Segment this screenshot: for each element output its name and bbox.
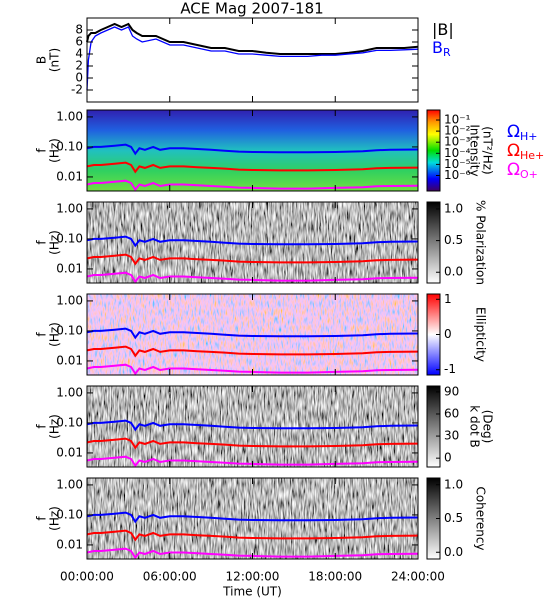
y-tick-label: 0.10 <box>56 415 83 429</box>
y-tick-label: 6 <box>75 35 83 49</box>
colorbar-tick-label: 10⁻² <box>444 124 471 138</box>
x-tick-label: 12:00:00 <box>226 570 280 584</box>
colorbar-tick-label: 0 <box>444 451 452 465</box>
colorbar-tick-label: 10⁻⁶ <box>444 168 471 182</box>
colorbar-tick-label: 10⁻⁵ <box>444 157 471 171</box>
data-line <box>86 26 419 91</box>
x-tick-label: 00:00:00 <box>60 570 114 584</box>
colorbar-tick-label: 1.0 <box>444 201 463 215</box>
legend-entry: |B| <box>432 20 454 39</box>
y-axis-label: (Hz) <box>48 230 62 255</box>
y-tick-label: 8 <box>75 23 83 37</box>
y-tick-label: 0.10 <box>56 507 83 521</box>
y-tick-label: 1.00 <box>56 477 83 491</box>
x-tick-label: 24:00:00 <box>391 570 445 584</box>
y-tick-label: 1.00 <box>56 293 83 307</box>
data-line <box>86 437 419 450</box>
colorbar-tick-label: 10⁻³ <box>444 135 471 149</box>
y-tick-label: -2 <box>71 83 83 97</box>
colorbar <box>426 109 441 192</box>
legend-subscript: H+ <box>520 130 538 143</box>
y-axis-label: (Hz) <box>48 322 62 347</box>
y-tick-label: 1.00 <box>56 109 83 123</box>
y-tick-label: 1.00 <box>56 385 83 399</box>
plot-frame <box>86 17 419 103</box>
data-line <box>86 253 419 266</box>
y-tick-label: 4 <box>75 47 83 61</box>
colorbar-label: (Deg) <box>481 410 495 444</box>
colorbar-tick-label: 10⁻¹ <box>444 113 471 127</box>
y-axis-label: f <box>35 332 49 337</box>
colorbar-label: k dot B <box>468 405 482 447</box>
y-axis-label: (Hz) <box>48 414 62 439</box>
legend-label: B <box>432 38 443 57</box>
legend-label: Ω <box>507 122 520 142</box>
colorbar-label: (nT²/Hz) <box>481 126 495 174</box>
data-line <box>86 235 419 248</box>
y-axis-label: f <box>35 424 49 429</box>
data-line <box>86 511 419 524</box>
colorbar-tick-label: -1 <box>444 362 456 376</box>
legend-label: Ω <box>507 160 520 180</box>
colorbar-tick-label: 1 <box>444 292 452 306</box>
colorbar-tick-label: 90 <box>444 384 459 398</box>
colorbar <box>426 385 441 468</box>
y-axis-label: (nT) <box>48 48 62 72</box>
colorbar <box>426 201 441 284</box>
colorbar-tick-label: 0.0 <box>444 545 463 559</box>
data-line <box>86 161 419 174</box>
legend-subscript: R <box>443 46 451 59</box>
data-line <box>86 22 419 55</box>
colorbar-tick-label: 0 <box>444 327 452 341</box>
x-tick-label: 18:00:00 <box>308 570 362 584</box>
data-line <box>86 143 419 156</box>
y-tick-label: 1.00 <box>56 201 83 215</box>
y-axis-label: f <box>35 516 49 521</box>
colorbar-tick-label: 0.0 <box>444 265 463 279</box>
y-tick-label: 2 <box>75 59 83 73</box>
y-tick-label: 0 <box>75 71 83 85</box>
x-axis-label: Time (UT) <box>222 585 282 599</box>
data-line <box>86 529 419 542</box>
colorbar-tick-label: 0.5 <box>444 233 463 247</box>
x-tick-label: 06:00:00 <box>143 570 197 584</box>
legend-subscript: O+ <box>520 168 538 181</box>
data-line <box>86 327 419 340</box>
colorbar-label: Ellipticity <box>474 307 488 362</box>
colorbar-tick-label: 1.0 <box>444 477 463 491</box>
y-tick-label: 0.01 <box>56 445 83 459</box>
legend-entry: ΩH+ <box>507 122 538 143</box>
data-line <box>86 419 419 432</box>
legend-entry: ΩHe+ <box>507 141 544 162</box>
legend-label: Ω <box>507 141 520 161</box>
legend-label: |B| <box>432 20 454 39</box>
colorbar-label: Intensity <box>468 124 482 176</box>
y-tick-label: 0.10 <box>56 139 83 153</box>
colorbar-label: % Polarization <box>474 200 488 285</box>
y-tick-label: 0.10 <box>56 231 83 245</box>
y-axis-label: f <box>35 240 49 245</box>
legend-subscript: He+ <box>520 149 544 162</box>
colorbar-tick-label: 0.5 <box>444 511 463 525</box>
y-tick-label: 0.01 <box>56 261 83 275</box>
y-axis-label: (Hz) <box>48 506 62 531</box>
y-axis-label: (Hz) <box>48 138 62 163</box>
y-tick-label: 0.01 <box>56 353 83 367</box>
chart-title: ACE Mag 2007-181 <box>180 0 323 18</box>
y-tick-label: 0.01 <box>56 169 83 183</box>
colorbar-tick-label: 60 <box>444 406 459 420</box>
colorbar-tick-label: 30 <box>444 429 459 443</box>
y-axis-label: B <box>35 56 49 64</box>
colorbar-label: Coherency <box>474 486 488 550</box>
colorbar-tick-label: 10⁻⁴ <box>444 146 471 160</box>
legend-entry: BR <box>432 38 451 60</box>
legend-entry: ΩO+ <box>507 160 538 181</box>
y-axis-label: f <box>35 148 49 153</box>
data-line <box>86 345 419 358</box>
y-tick-label: 0.01 <box>56 537 83 551</box>
y-tick-label: 0.10 <box>56 323 83 337</box>
